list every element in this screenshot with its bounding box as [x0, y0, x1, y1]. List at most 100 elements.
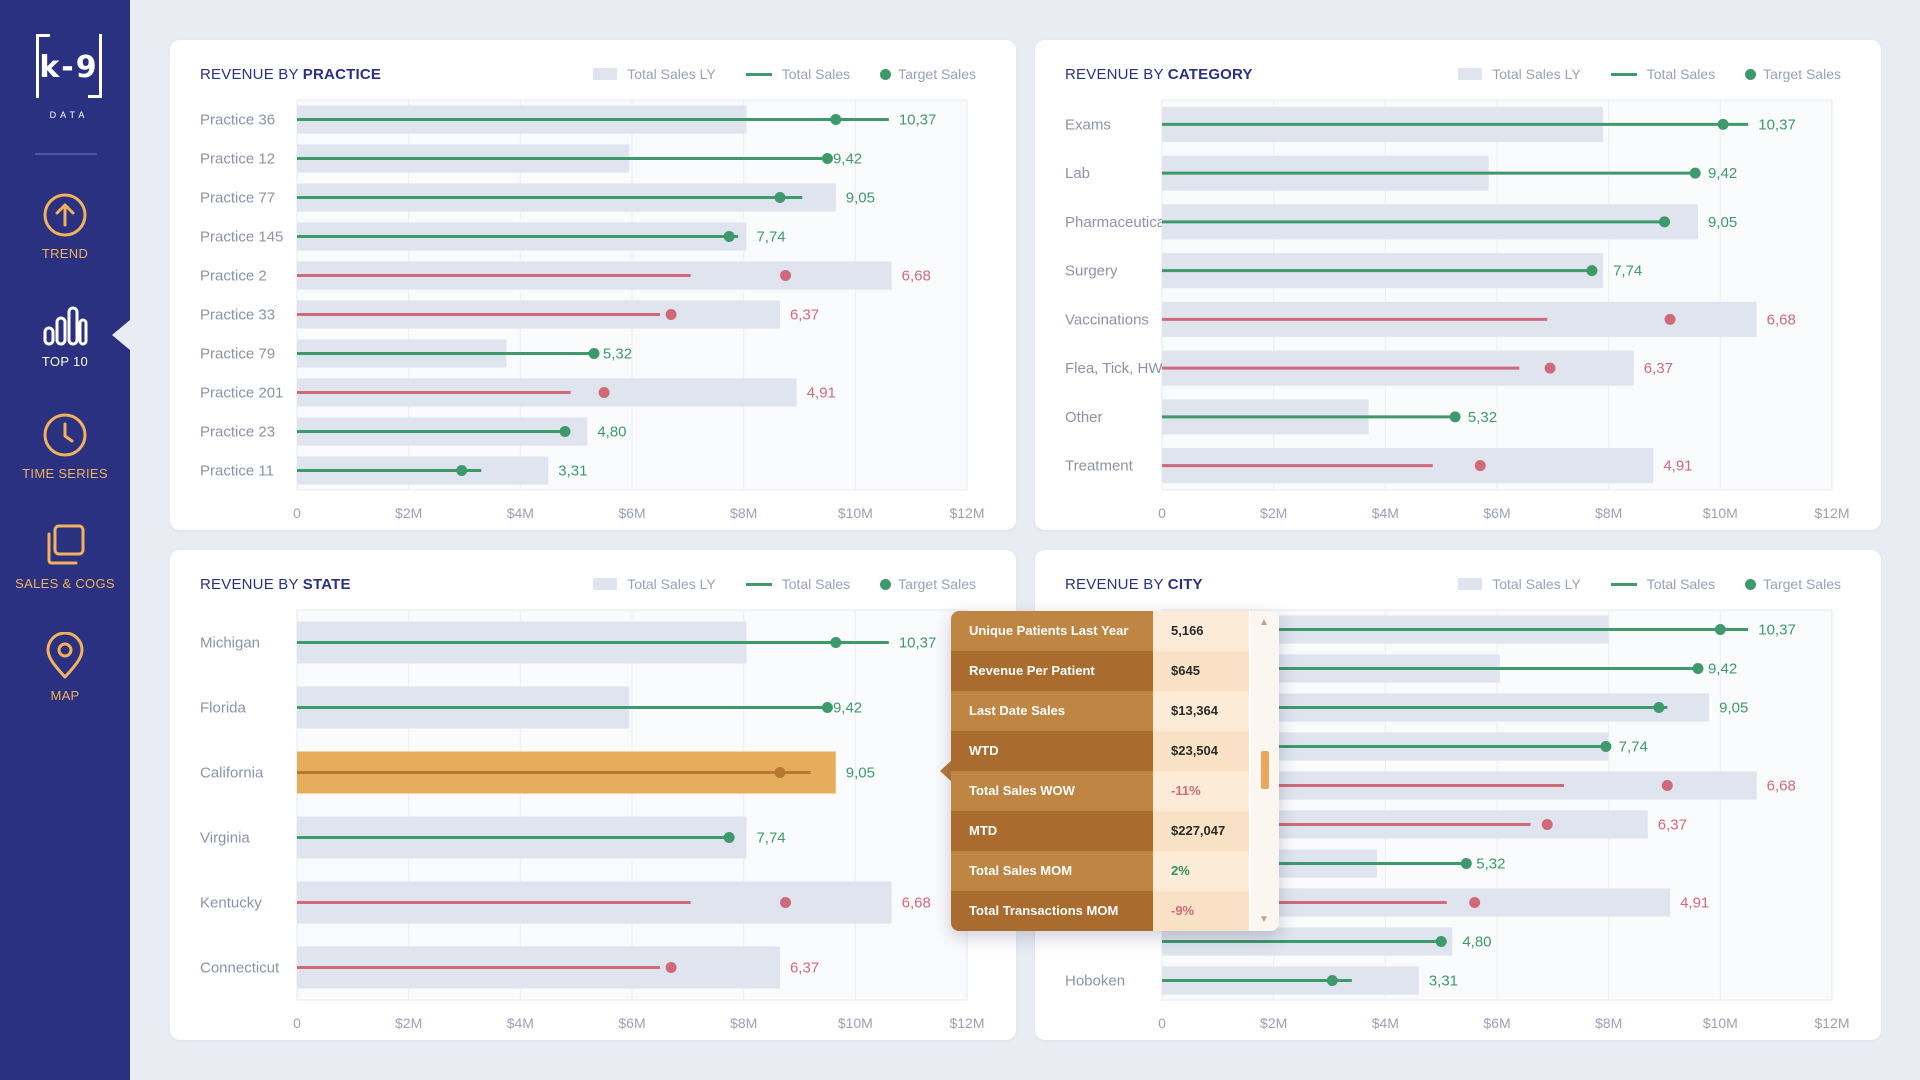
dot-target-sales[interactable]	[1435, 936, 1447, 947]
x-tick-label: $6M	[618, 1015, 645, 1031]
scrollbar-thumb[interactable]	[1261, 751, 1269, 789]
chevron-down-icon[interactable]: ▼	[1259, 914, 1269, 925]
legend-item-sales[interactable]: Total Sales	[1610, 576, 1715, 592]
category-label: Kentucky	[200, 895, 262, 912]
dot-target-sales[interactable]	[665, 309, 677, 320]
legend-item-target[interactable]: Target Sales	[880, 66, 976, 82]
nav-item-trend[interactable]: TREND	[0, 192, 130, 261]
dot-target-sales[interactable]	[774, 767, 786, 778]
map-pin-icon	[46, 632, 84, 679]
tooltip-label: Total Transactions MOM	[951, 891, 1153, 931]
data-label: 6,37	[790, 307, 819, 324]
title-bold: STATE	[302, 576, 351, 593]
dot-target-sales[interactable]	[1544, 362, 1556, 374]
data-label: 5,32	[1468, 409, 1497, 426]
nav-item-top-10[interactable]: TOP 10	[0, 304, 130, 369]
legend-item-target[interactable]: Target Sales	[1745, 576, 1841, 592]
dot-target-sales[interactable]	[723, 231, 735, 242]
dot-target-sales[interactable]	[1326, 975, 1338, 986]
dot-target-sales[interactable]	[1717, 118, 1729, 130]
x-tick-label: $2M	[1260, 505, 1287, 521]
dot-target-sales[interactable]	[1469, 897, 1481, 908]
legend-swatch-target	[880, 578, 892, 590]
dot-target-sales[interactable]	[588, 348, 600, 359]
legend-item-ly[interactable]: Total Sales LY	[1458, 66, 1581, 82]
data-label: 3,31	[558, 463, 587, 480]
dot-target-sales[interactable]	[830, 114, 842, 125]
dot-target-sales[interactable]	[1661, 780, 1673, 791]
category-label: Treatment	[1065, 458, 1134, 475]
legend-swatch-ly	[1458, 578, 1483, 590]
tooltip-row: MTD $227,047	[951, 811, 1279, 851]
legend-item-target[interactable]: Target Sales	[1745, 66, 1841, 82]
dot-target-sales[interactable]	[780, 270, 792, 281]
dot-target-sales[interactable]	[1474, 460, 1486, 472]
chart-legend: Total Sales LY Total Sales Target Sales	[563, 66, 976, 82]
legend-item-ly[interactable]: Total Sales LY	[593, 66, 716, 82]
legend-item-ly[interactable]: Total Sales LY	[1458, 576, 1581, 592]
x-tick-label: $2M	[395, 1015, 422, 1031]
dot-target-sales[interactable]	[830, 637, 842, 648]
x-tick-label: 0	[1158, 505, 1166, 521]
tooltip-value: -11%	[1153, 771, 1249, 811]
chevron-up-icon[interactable]: ▲	[1259, 617, 1269, 628]
dot-target-sales[interactable]	[1659, 216, 1670, 228]
sidebar: k-9 DATA TREND TOP 10 TIME SERIES SA	[0, 0, 130, 1080]
nav-item-map[interactable]: MAP	[0, 632, 130, 703]
legend-swatch-target	[880, 68, 892, 80]
panel-revenue-by-practice: REVENUE BY PRACTICE Total Sales LY Total…	[170, 40, 1016, 530]
tooltip-row: WTD $23,504	[951, 731, 1279, 771]
tooltip-row: Total Sales WOW -11%	[951, 771, 1279, 811]
dot-target-sales[interactable]	[1692, 663, 1704, 674]
active-nav-pointer	[112, 320, 130, 350]
tooltip-value: -9%	[1153, 891, 1249, 931]
dot-target-sales[interactable]	[665, 962, 677, 973]
dot-target-sales[interactable]	[723, 832, 735, 843]
data-label: 4,91	[1680, 895, 1709, 912]
data-label: 6,68	[902, 268, 931, 285]
dot-target-sales[interactable]	[780, 897, 792, 908]
legend-label-sales: Total Sales	[781, 66, 851, 82]
dot-target-sales[interactable]	[559, 426, 571, 437]
legend-item-sales[interactable]: Total Sales	[745, 576, 850, 592]
legend-item-sales[interactable]: Total Sales	[745, 66, 851, 82]
legend-label-target: Target Sales	[1763, 576, 1841, 592]
nav-item-sales-cogs[interactable]: SALES & COGS	[0, 522, 130, 591]
nav-label-sales-cogs: SALES & COGS	[15, 576, 115, 591]
dot-target-sales[interactable]	[598, 387, 610, 398]
data-label: 7,74	[756, 229, 785, 246]
category-label: Hoboken	[1065, 973, 1125, 990]
x-tick-label: $10M	[838, 505, 873, 521]
legend-label-ly: Total Sales LY	[1492, 576, 1581, 592]
legend-item-sales[interactable]: Total Sales	[1610, 66, 1715, 82]
dot-target-sales[interactable]	[1689, 167, 1701, 179]
category-label: Practice 79	[200, 346, 275, 363]
nav-item-time-series[interactable]: TIME SERIES	[0, 412, 130, 481]
dot-target-sales[interactable]	[1600, 741, 1612, 752]
dot-target-sales[interactable]	[821, 153, 833, 164]
dot-target-sales[interactable]	[1714, 624, 1726, 635]
dot-target-sales[interactable]	[1664, 313, 1676, 325]
dot-target-sales[interactable]	[1460, 858, 1472, 869]
california-tooltip: Unique Patients Last Year 5,166 Revenue P…	[951, 611, 1279, 931]
data-label: 6,37	[1644, 360, 1673, 377]
dot-target-sales[interactable]	[1586, 265, 1598, 277]
category-label: Pharmaceuticals	[1065, 214, 1176, 231]
panel-title: REVENUE BY CATEGORY	[1065, 66, 1253, 83]
dot-target-sales[interactable]	[1653, 702, 1665, 713]
dot-target-sales[interactable]	[821, 702, 833, 713]
dot-target-sales[interactable]	[456, 465, 468, 476]
legend-label-ly: Total Sales LY	[627, 66, 716, 82]
dot-target-sales[interactable]	[1449, 411, 1461, 423]
k9-data-logo[interactable]: k-9 DATA	[34, 32, 104, 124]
legend-item-target[interactable]: Target Sales	[880, 576, 976, 592]
bar-chart-icon	[43, 306, 88, 346]
dot-target-sales[interactable]	[1541, 819, 1553, 830]
data-label: 9,42	[833, 151, 862, 168]
chart-legend: Total Sales LY Total Sales Target Sales	[1428, 66, 1841, 82]
dot-target-sales[interactable]	[774, 192, 786, 203]
tooltip-scrollbar[interactable]: ▲ ▼	[1251, 611, 1279, 931]
legend-item-ly[interactable]: Total Sales LY	[593, 576, 716, 592]
data-label: 6,37	[1658, 817, 1687, 834]
tooltip-arrow	[940, 760, 952, 782]
